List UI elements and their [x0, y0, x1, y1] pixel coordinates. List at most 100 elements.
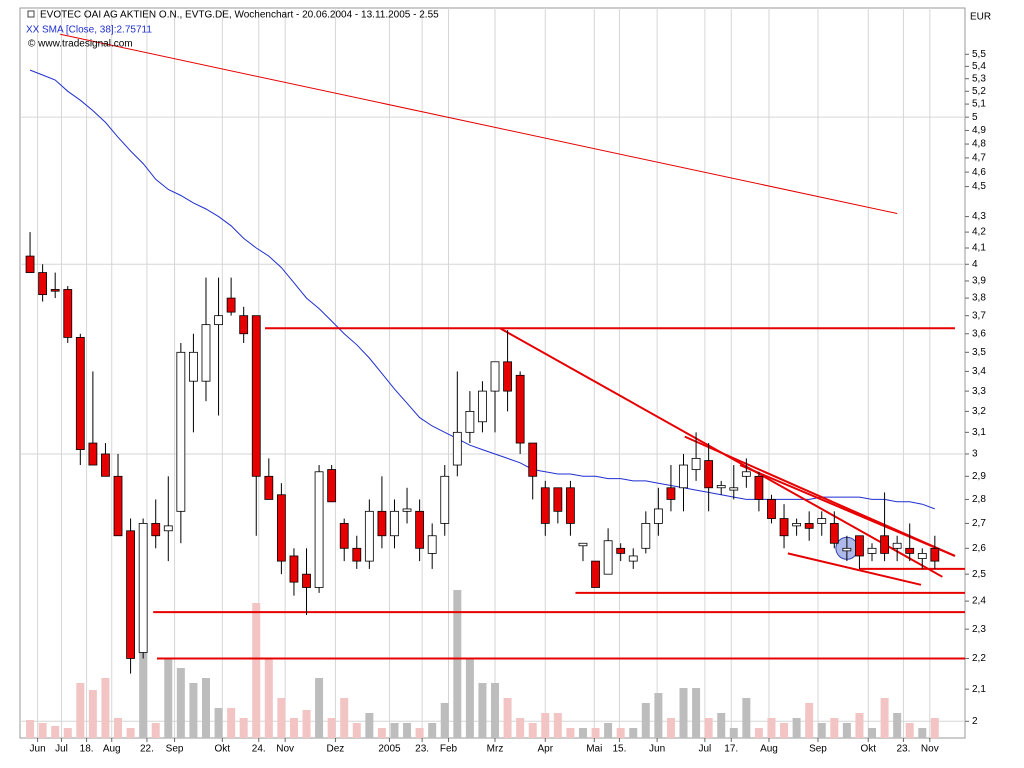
- candle-body: [917, 553, 927, 559]
- candle-body: [189, 351, 198, 382]
- x-tick-label: 24.: [252, 744, 266, 755]
- y-tick-label: 3,3: [972, 386, 986, 397]
- x-tick-label: 23.: [415, 744, 429, 755]
- x-tick-label: Okt: [215, 744, 231, 755]
- x-tick-label: 22.: [140, 744, 154, 755]
- candle-body: [352, 547, 362, 562]
- x-tick-label: 17.: [724, 744, 738, 755]
- candle-body: [704, 460, 714, 489]
- volume-bar: [377, 728, 386, 738]
- y-tick-label: 4,2: [972, 227, 986, 238]
- x-tick-label: Okt: [860, 744, 876, 755]
- candle-body: [327, 469, 337, 503]
- candle-body: [804, 523, 814, 529]
- y-tick-label: 2,8: [972, 494, 986, 505]
- x-tick-label: Aug: [103, 744, 121, 755]
- candle-body: [264, 475, 274, 500]
- x-tick-label: 15.: [612, 744, 626, 755]
- candle-body: [75, 337, 85, 450]
- x-tick-label: 18.: [80, 744, 94, 755]
- x-tick-label: Aug: [760, 744, 778, 755]
- candle-body: [251, 315, 261, 477]
- volume-bar: [679, 688, 688, 738]
- candle-body: [930, 547, 940, 562]
- chart-title: EVOTEC OAI AG AKTIEN O.N., EVTG.DE, Woch…: [40, 10, 439, 21]
- volume-bar: [26, 720, 35, 738]
- volume-bar: [855, 713, 864, 738]
- candle-layer: [25, 232, 940, 674]
- volume-bar: [729, 728, 738, 738]
- volume-bar: [478, 683, 487, 738]
- candle-body: [276, 494, 286, 562]
- candle-body: [792, 523, 802, 527]
- y-tick-label: 2,9: [972, 471, 986, 482]
- volume-bar: [893, 713, 902, 738]
- y-tick-label: 3,8: [972, 293, 986, 304]
- candle-body: [880, 535, 889, 554]
- y-tick-label: 3,2: [972, 406, 986, 417]
- candle-body: [754, 475, 764, 500]
- x-tick-label: Sep: [166, 744, 184, 755]
- y-tick-label: 4,6: [972, 167, 986, 178]
- candle-body: [892, 542, 902, 549]
- volume-bar: [465, 658, 474, 738]
- y-tick-label: 4,5: [972, 181, 986, 192]
- candle-body: [126, 530, 135, 659]
- candle-body: [503, 361, 512, 392]
- candle-body: [440, 475, 450, 524]
- candle-body: [377, 510, 387, 537]
- candle-body: [25, 255, 35, 273]
- volume-bar: [315, 678, 324, 738]
- volume-bar: [88, 690, 97, 738]
- volume-bar: [139, 653, 148, 738]
- candle-body: [138, 523, 148, 653]
- currency-label: EUR: [970, 12, 991, 23]
- volume-bar: [38, 723, 47, 738]
- volume-bar: [742, 698, 751, 738]
- volume-bar: [830, 718, 839, 738]
- candle-body: [691, 457, 701, 470]
- candle-body: [339, 523, 349, 549]
- y-tick-label: 5,2: [972, 86, 986, 97]
- indicator-legend: SMA [Close, 38]:2.75711: [42, 25, 152, 36]
- volume-bar: [51, 726, 60, 738]
- x-tick-label: Jul: [698, 744, 711, 755]
- candle-body: [239, 315, 249, 335]
- volume-bar: [403, 723, 412, 738]
- trend-line: [60, 33, 898, 215]
- volume-bar: [176, 668, 185, 738]
- candle-body: [289, 555, 299, 583]
- volume-bar: [440, 703, 449, 738]
- y-tick-label: 2,4: [972, 596, 986, 607]
- candle-body: [767, 499, 776, 519]
- candle-body: [402, 508, 412, 512]
- volume-bar: [101, 678, 110, 738]
- candle-body: [603, 540, 613, 575]
- y-tick-label: 3,5: [972, 347, 986, 358]
- candle-body: [113, 475, 123, 537]
- candle-body: [50, 289, 60, 292]
- volume-bar: [616, 728, 625, 738]
- candle-body: [867, 547, 877, 554]
- y-tick-label: 3: [972, 449, 978, 460]
- candle-body: [364, 510, 374, 562]
- volume-bar: [390, 723, 399, 738]
- volume-bar: [780, 723, 789, 738]
- volume-bar: [164, 658, 173, 738]
- title-icon: [27, 10, 35, 18]
- volume-bar: [930, 718, 939, 738]
- volume-bar: [340, 698, 349, 738]
- y-tick-label: 3,4: [972, 366, 986, 377]
- y-tick-label: 4,1: [972, 243, 986, 254]
- volume-bar: [327, 718, 336, 738]
- volume-bar: [654, 693, 663, 738]
- y-tick-label: 2,7: [972, 518, 986, 529]
- candle-body: [465, 411, 475, 433]
- candle-body: [679, 464, 688, 489]
- volume-bar: [516, 718, 525, 738]
- volume-bar: [302, 710, 311, 738]
- volume-bar: [76, 683, 85, 738]
- candle-body: [38, 272, 48, 296]
- y-tick-label: 2,5: [972, 569, 986, 580]
